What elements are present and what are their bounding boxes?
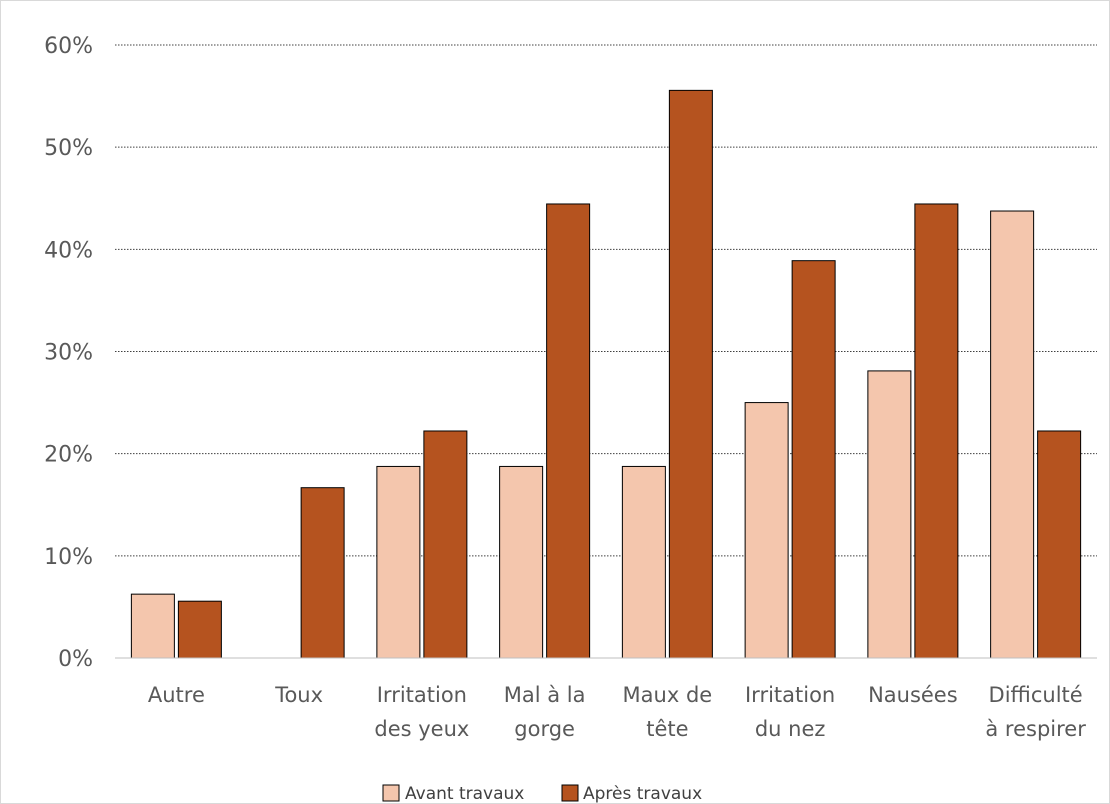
bar-avant: [867, 370, 912, 659]
bar-avant: [130, 593, 175, 659]
y-tick-label: 0%: [58, 647, 93, 672]
bar-avant: [990, 210, 1035, 659]
bar-avant: [376, 465, 421, 659]
x-tick-label: Toux: [274, 683, 323, 707]
x-axis-ticks: Autre Toux Irritation des yeux Mal à la gorge…: [148, 683, 1086, 741]
bar-apres: [668, 89, 713, 659]
legend-label: Avant travaux: [405, 784, 524, 803]
bar-apres: [546, 203, 591, 659]
x-tick-label: Difficulté: [989, 683, 1083, 707]
legend-swatch: [561, 784, 579, 802]
y-tick-label: 50%: [44, 136, 93, 161]
bar-avant: [499, 465, 544, 659]
x-tick-label: Irritation: [745, 683, 835, 707]
bar-apres: [177, 600, 222, 659]
legend-label: Après travaux: [583, 784, 702, 803]
bar-apres: [914, 203, 959, 659]
x-tick-label: des yeux: [374, 717, 469, 741]
bar-avant: [621, 465, 666, 659]
y-tick-label: 10%: [44, 545, 93, 570]
x-tick-label: Nausées: [868, 683, 958, 707]
x-tick-label: Irritation: [377, 683, 467, 707]
x-tick-label: Mal à la: [504, 683, 586, 707]
legend-swatch: [382, 784, 400, 802]
legend: Avant travaux Après travaux: [382, 784, 702, 803]
y-tick-label: 30%: [44, 341, 93, 366]
bar-apres: [300, 487, 345, 659]
x-tick-label: Maux de: [623, 683, 713, 707]
y-axis-ticks: 0% 10% 20% 30% 40% 50% 60%: [44, 34, 93, 672]
x-tick-label: gorge: [514, 717, 575, 741]
bar-apres: [1037, 430, 1082, 659]
x-tick-label: tête: [646, 717, 688, 741]
y-tick-label: 40%: [44, 238, 93, 263]
x-tick-label: à respirer: [985, 717, 1086, 741]
y-tick-label: 60%: [44, 34, 93, 59]
x-tick-label: Autre: [148, 683, 205, 707]
bar-avant: [744, 402, 789, 659]
y-tick-label: 20%: [44, 443, 93, 468]
bar-apres: [423, 430, 468, 659]
bar-apres: [791, 260, 836, 659]
x-tick-label: du nez: [755, 717, 826, 741]
bars: [130, 89, 1082, 659]
